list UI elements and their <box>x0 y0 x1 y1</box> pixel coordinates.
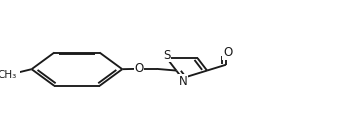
Text: O: O <box>135 62 144 75</box>
Text: N: N <box>179 75 187 88</box>
Text: S: S <box>163 49 171 62</box>
Text: O: O <box>223 46 232 59</box>
Text: CH₃: CH₃ <box>0 70 17 80</box>
